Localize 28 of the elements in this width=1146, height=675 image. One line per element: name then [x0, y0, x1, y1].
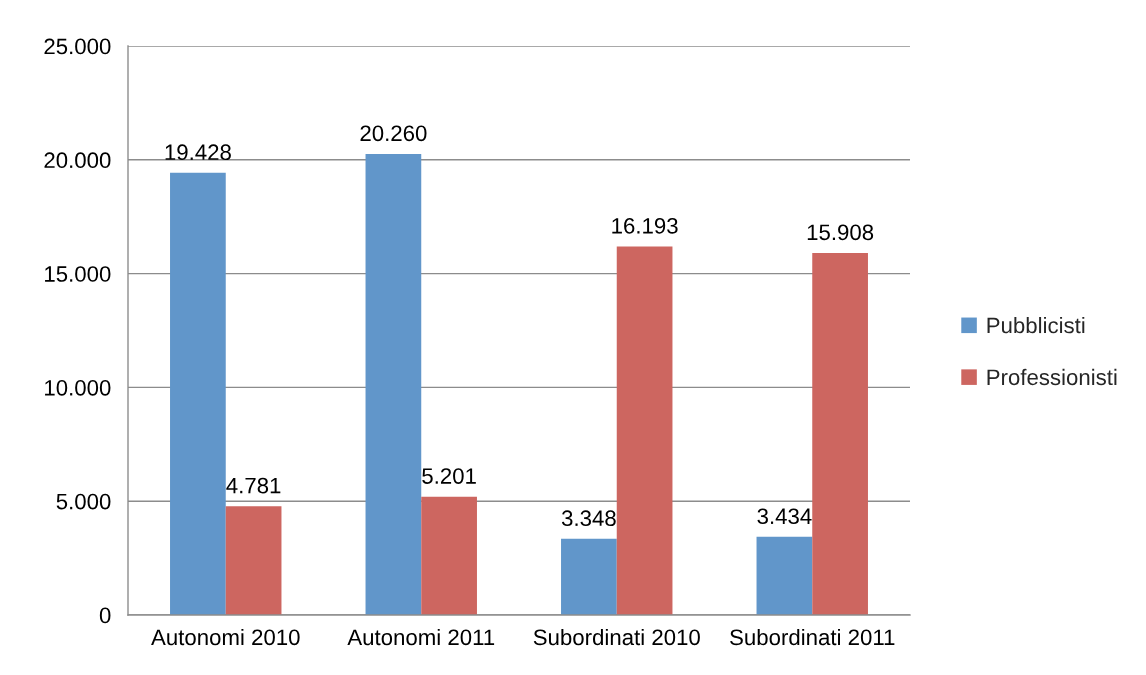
data-label: 15.908 — [807, 224, 874, 241]
bar — [812, 252, 868, 615]
data-label: 19.428 — [165, 144, 231, 161]
data-label: 16.193 — [612, 217, 678, 234]
data-label: 3.348 — [561, 510, 616, 527]
y-tick-label: 15.000 — [45, 266, 111, 282]
bar — [616, 246, 673, 615]
x-tick-label: Autonomi 2010 — [151, 628, 300, 646]
data-label: 4.781 — [226, 477, 281, 494]
bar — [225, 506, 282, 615]
y-tick-label: 10.000 — [45, 379, 111, 396]
y-tick-label: 20.000 — [44, 152, 111, 169]
bar — [421, 496, 477, 615]
legend-label: Pubblicisti — [987, 316, 1085, 334]
bar — [561, 538, 617, 615]
y-tick-label: 0 — [99, 607, 111, 624]
bar — [170, 172, 226, 615]
data-label: 3.434 — [757, 508, 812, 525]
bar — [365, 153, 422, 615]
data-label: 5.201 — [422, 468, 476, 484]
legend-label: Professionisti — [987, 368, 1117, 386]
y-tick-label: 25.000 — [44, 38, 111, 55]
x-tick-label: Autonomi 2011 — [347, 628, 495, 646]
x-tick-label: Subordinati 2011 — [730, 628, 895, 646]
bar — [756, 536, 813, 615]
data-label: 20.260 — [360, 125, 427, 142]
x-tick-label: Subordinati 2010 — [533, 628, 700, 646]
y-tick-label: 5.000 — [56, 493, 111, 510]
